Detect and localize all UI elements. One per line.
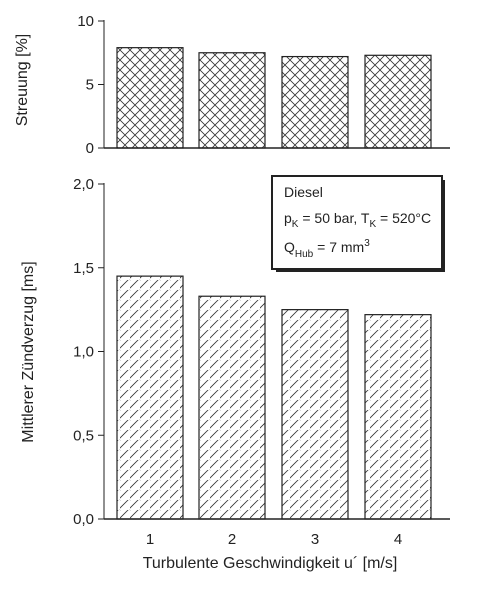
tk-value: = 520°C [376, 210, 431, 226]
annotation-line-1: Diesel [284, 184, 323, 200]
x-tick-label: 1 [146, 531, 154, 548]
x-tick-label: 4 [394, 531, 402, 548]
y-tick-label: 5 [86, 77, 94, 94]
pk-value: = 50 bar, T [298, 210, 369, 226]
y-tick-label: 2,0 [73, 176, 94, 193]
y-tick-label: 0 [86, 140, 94, 157]
y-tick-label: 0,5 [73, 427, 94, 444]
x-tick-label: 2 [228, 531, 236, 548]
tk-subscript: K [369, 219, 376, 230]
bottom-y-axis-label: Mittlerer Zündverzug [ms] [20, 261, 37, 442]
annotation-line-3: QHub = 7 mm3 [284, 238, 370, 260]
bar-3 [281, 309, 349, 520]
bar-1 [116, 275, 184, 520]
top-y-axis-label: Streuung [%] [14, 34, 31, 127]
q-value: = 7 mm [313, 239, 364, 255]
bar-1 [116, 47, 184, 149]
y-tick-label: 10 [77, 13, 94, 30]
bar-2 [198, 295, 266, 520]
y-tick-label: 0,0 [73, 511, 94, 528]
x-tick-label: 3 [311, 531, 319, 548]
bar-3 [281, 55, 349, 149]
bar-4 [364, 314, 432, 520]
y-tick-label: 1,5 [73, 260, 94, 277]
annotation-line-2: pK = 50 bar, TK = 520°C [284, 210, 431, 230]
bar-2 [198, 52, 266, 149]
annotation-box: Diesel pK = 50 bar, TK = 520°C QHub = 7 … [271, 175, 445, 272]
pk-symbol: p [284, 210, 292, 226]
bottom-x-axis-label: Turbulente Geschwindigkeit u´ [m/s] [143, 555, 398, 572]
top-chart: Streuung [%] 0 5 10 [14, 13, 450, 157]
bottom-chart: Mittlerer Zündverzug [ms] 0,0 0,5 1,0 1,5 2,… [20, 175, 450, 572]
pk-subscript: K [292, 219, 299, 230]
bar-4 [364, 54, 432, 149]
q-unit-superscript: 3 [364, 238, 370, 249]
q-subscript: Hub [295, 249, 314, 260]
y-tick-label: 1,0 [73, 344, 94, 361]
q-symbol: Q [284, 239, 295, 255]
